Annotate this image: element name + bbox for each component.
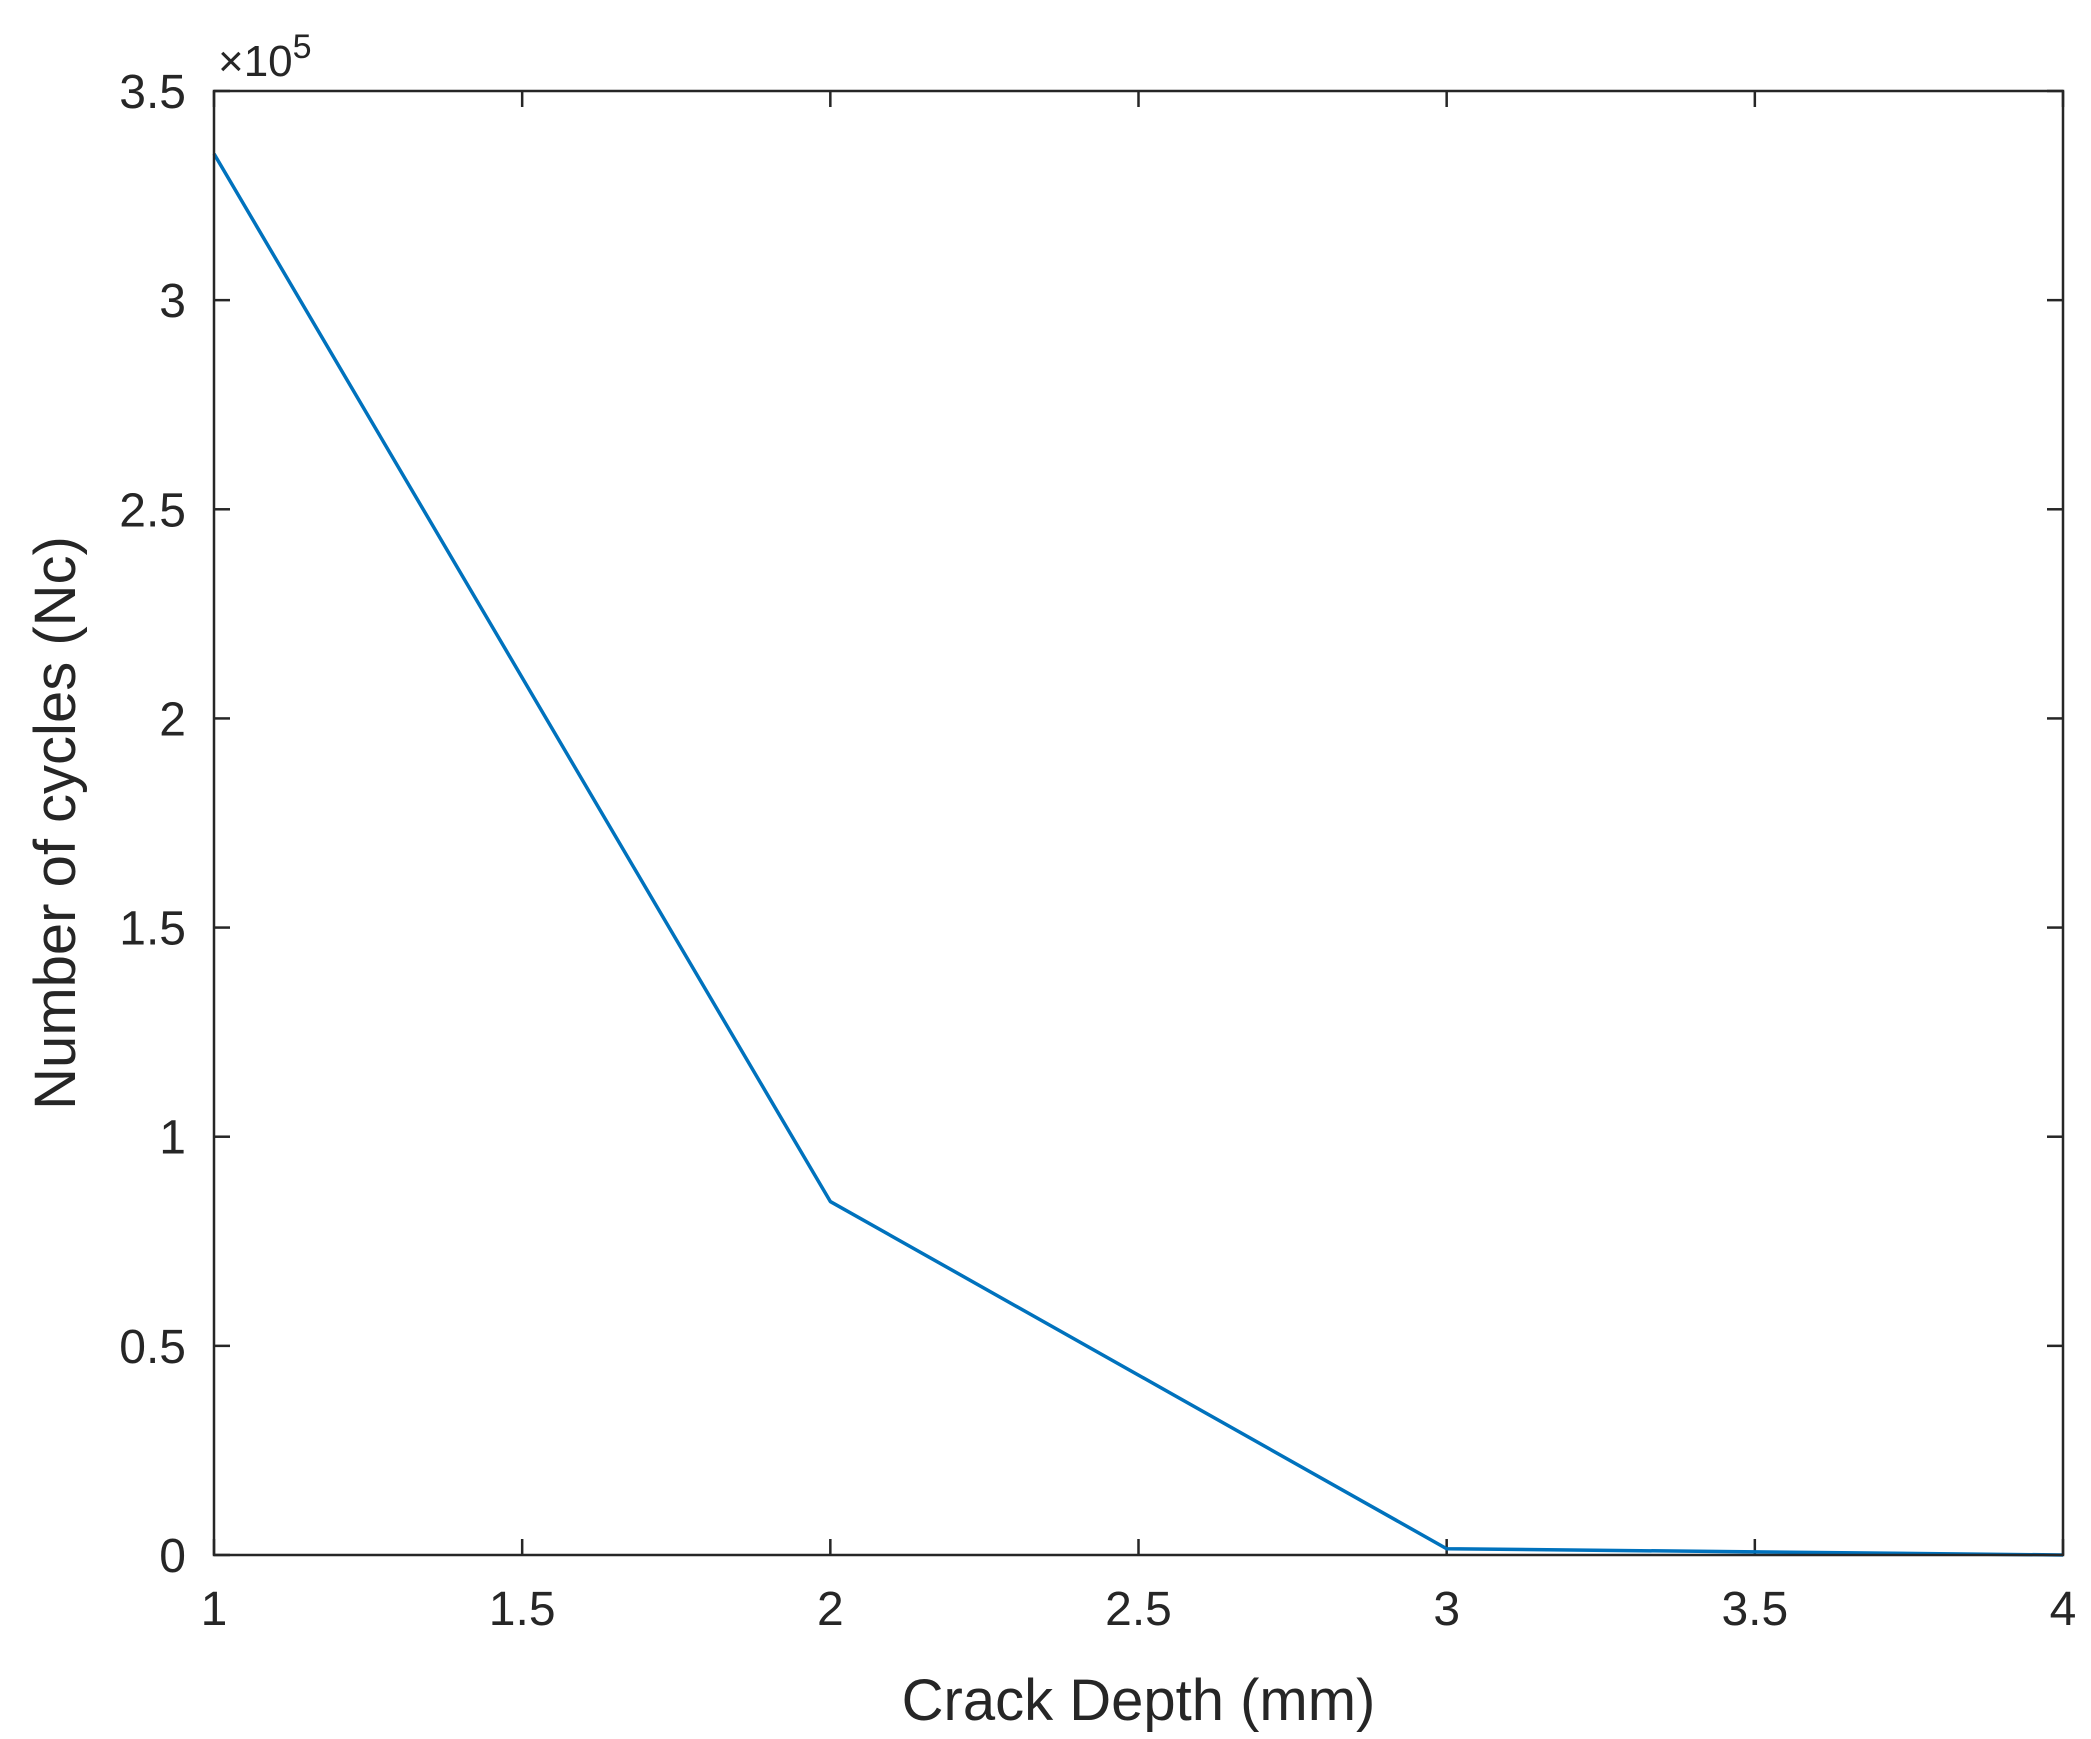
y-tick-label: 1.5 <box>119 903 186 956</box>
y-tick-label: 2.5 <box>119 484 186 537</box>
y-tick-label: 0 <box>159 1530 186 1583</box>
y-tick-label: 3 <box>159 275 186 328</box>
x-tick-labels: 1 1.5 2 2.5 3 3.5 4 <box>201 1583 2077 1636</box>
y-axis-label: Number of cycles (Nc) <box>23 536 88 1110</box>
y-tick-label: 2 <box>159 693 186 746</box>
x-tick-label: 1 <box>201 1583 228 1636</box>
x-tick-label: 3.5 <box>1721 1583 1788 1636</box>
y-tick-label: 0.5 <box>119 1321 186 1374</box>
plot-area-frame <box>212 89 2065 1557</box>
y-tick-label: 3.5 <box>119 66 186 119</box>
x-axis-label: Crack Depth (mm) <box>902 1668 1376 1733</box>
x-tick-label: 2 <box>817 1583 844 1636</box>
y-tick-label: 1 <box>159 1112 186 1165</box>
exponent-base: ×10 <box>218 37 293 86</box>
y-axis-exponent-label: ×105 <box>218 28 312 86</box>
series-line <box>212 152 2064 1557</box>
series-layer <box>212 152 2064 1557</box>
x-tick-label: 2.5 <box>1105 1583 1172 1636</box>
x-tick-label: 3 <box>1433 1583 1460 1636</box>
x-tick-label: 1.5 <box>489 1583 556 1636</box>
x-tick-label: 4 <box>2050 1583 2077 1636</box>
y-tick-labels: 0 0.5 1 1.5 2 2.5 3 3.5 <box>119 66 186 1583</box>
exponent-power: 5 <box>293 28 312 66</box>
